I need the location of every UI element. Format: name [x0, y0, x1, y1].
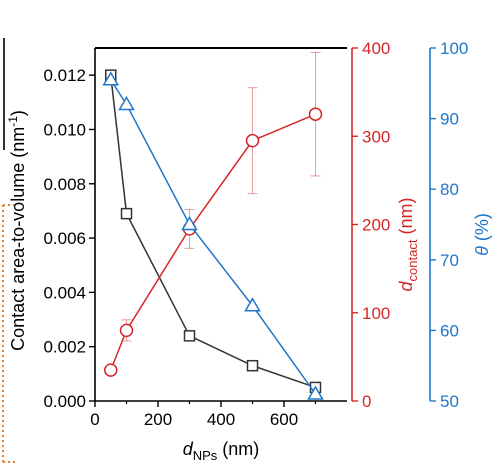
- left-tick-label-3: 0.006: [43, 229, 86, 248]
- left-axis-label: Contact area-to-volume (nm-1): [6, 110, 28, 351]
- x-tick-label-1: 200: [144, 410, 172, 429]
- x-label-subscript: NPs: [193, 448, 218, 463]
- right2-tick-label-4: 90: [440, 110, 459, 129]
- point-circle-1: [119, 323, 134, 338]
- point-circle-4: [308, 107, 323, 121]
- point-circle-0: [104, 363, 118, 377]
- left-tick-label-6: 0.012: [43, 66, 86, 85]
- right1-axis-label: dcontact (nm): [396, 198, 420, 292]
- right2-tick-label-1: 60: [440, 321, 459, 340]
- right1-tick-label-4: 400: [362, 39, 390, 58]
- left-tick-label-4: 0.008: [43, 175, 86, 194]
- right2-label-unit: (%): [472, 213, 492, 246]
- right1-tick-label-1: 100: [362, 304, 390, 323]
- right2-tick-label-0: 50: [440, 392, 459, 411]
- right2-tick-label-5: 100: [440, 39, 468, 58]
- right1-tick-label-3: 300: [362, 127, 390, 146]
- point-triangle-3: [244, 297, 261, 312]
- right2-axis-label: θ (%): [472, 213, 492, 256]
- left-label-end: ): [8, 110, 28, 116]
- point-triangle-1: [118, 95, 135, 111]
- left-label-text: Contact area-to-volume (nm: [8, 127, 28, 351]
- right2-tick-label-3: 80: [440, 180, 459, 199]
- point-triangle-0: [102, 71, 120, 86]
- left-tick-label-1: 0.002: [43, 338, 86, 357]
- left-label-superscript: -1: [6, 116, 20, 127]
- point-square-2: [183, 330, 196, 342]
- point-circle-3: [245, 133, 260, 148]
- left-tick-label-2: 0.004: [43, 283, 86, 302]
- decorations: [2, 38, 16, 463]
- right1-label-symbol: d: [396, 280, 416, 291]
- right1-tick-label-2: 200: [362, 216, 390, 235]
- x-tick-label-3: 600: [270, 410, 298, 429]
- axis-labels: dNPs (nm)Contact area-to-volume (nm-1)dc…: [6, 110, 492, 463]
- x-tick-label-2: 400: [207, 410, 235, 429]
- x-tick-label-0: 0: [90, 410, 99, 429]
- right1-label-subscript: contact: [405, 239, 420, 281]
- right1-label-unit: (nm): [396, 198, 416, 240]
- point-square-1: [120, 207, 133, 220]
- right2-label-symbol: θ: [472, 246, 492, 256]
- x-axis-label: dNPs (nm): [183, 439, 260, 463]
- point-square-3: [246, 359, 259, 372]
- axes: 0 200 400 6000.0000.0020.0040.0060.0080.010…: [43, 39, 468, 429]
- series-line-square: [110, 75, 316, 389]
- plot-area: [102, 51, 324, 400]
- left-tick-label-5: 0.010: [43, 120, 86, 139]
- right2-tick-label-2: 70: [440, 251, 459, 270]
- point-triangle-4: [307, 385, 324, 400]
- x-label-symbol: d: [183, 439, 194, 459]
- x-label-unit: (nm): [217, 439, 259, 459]
- left-tick-label-0: 0.000: [43, 392, 86, 411]
- right1-tick-label-0: 0: [362, 392, 371, 411]
- point-triangle-2: [181, 216, 198, 231]
